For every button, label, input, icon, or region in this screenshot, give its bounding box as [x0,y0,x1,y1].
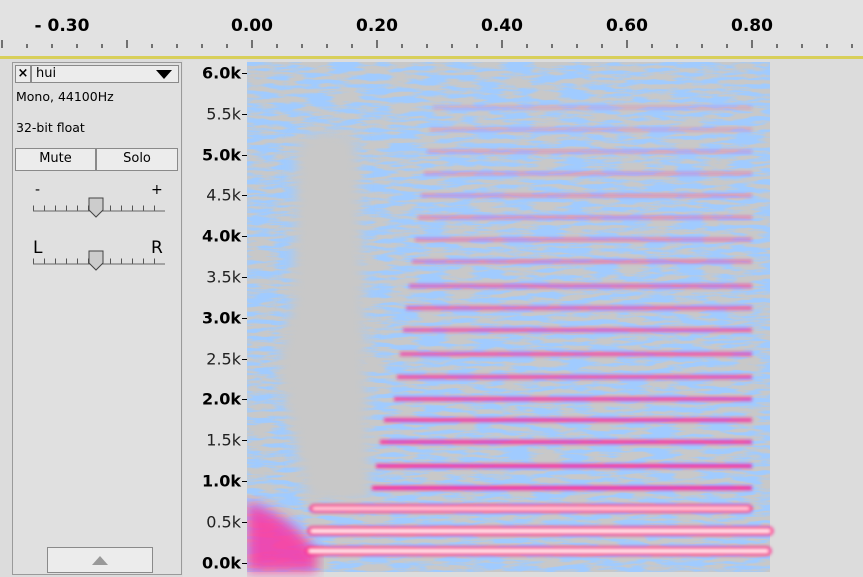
harmonic-band [394,397,752,401]
harmonic-band [397,375,752,379]
time-label: - 0.30 [34,16,90,36]
gain-slider-thumb[interactable] [88,197,104,218]
harmonic-band [412,260,752,263]
frequency-label: 2.5k [206,349,241,369]
frequency-label: 6.0k [202,63,241,83]
harmonic-band [427,150,752,153]
frequency-label: 1.0k [202,471,241,491]
frequency-tick [242,317,247,319]
track-name-menu[interactable]: hui [31,65,179,83]
sliders: - + L R [33,182,165,271]
time-label: 0.00 [231,16,273,36]
harmonic-band [403,328,752,332]
harmonic-band [415,238,752,241]
frequency-tick [242,277,247,278]
harmonic-band [406,306,752,310]
harmonic-band [409,284,752,288]
frequency-tick [242,440,247,442]
frequency-tick [242,521,247,523]
pan-left-label: L [33,238,43,258]
harmonic-band [430,128,752,131]
harmonic-band [421,194,752,197]
time-label: 0.60 [606,16,648,36]
frequency-label: 3.5k [206,267,241,287]
time-label: 0.40 [481,16,523,36]
track-bit-depth: 32-bit float [16,120,85,135]
solo-button[interactable]: Solo [96,148,178,171]
harmonic-band [372,486,752,490]
frequency-tick [242,73,247,74]
mute-button[interactable]: Mute [15,148,96,171]
time-label: 0.20 [356,16,398,36]
frequency-label: 4.0k [202,226,241,246]
close-button[interactable]: × [15,65,31,83]
frequency-tick [242,562,247,564]
harmonic-band [380,440,752,444]
frequency-label: 0.0k [202,553,241,573]
harmonic-band [376,464,752,468]
frequency-tick [242,195,247,197]
track-format: Mono, 44100Hz [16,89,114,104]
ruler-ticks [1,40,853,48]
frequency-label: 4.5k [206,185,241,205]
track-name: hui [36,66,57,81]
harmonic-band [400,352,752,356]
frequency-label: 5.0k [202,145,241,165]
frequency-tick [242,113,247,115]
frequency-tick [242,358,247,360]
pan-right-label: R [151,238,163,258]
pan-slider-thumb[interactable] [88,250,104,271]
track-control-panel: × hui Mono, 44100Hz 32-bit float Mute So… [12,62,182,575]
frequency-tick [242,399,247,401]
frequency-label: 3.0k [202,308,241,328]
harmonic-band [424,172,752,175]
frequency-axis: 6.0k 5.5k 5.0k 4.5k 4.0k 3.5k 3.0k 2.5k 2.0k 1.5k… [183,60,247,577]
collapse-button[interactable] [47,547,153,573]
frequency-tick [242,154,247,156]
gain-min-label: - [35,182,40,198]
frequency-label: 2.0k [202,389,241,409]
frequency-tick [242,481,247,482]
harmonic-band [384,418,752,422]
gain-max-label: + [151,182,163,198]
frequency-label: 0.5k [206,512,241,532]
collapse-arrow [92,556,108,565]
dropdown-arrow [156,70,172,79]
timeline-ruler[interactable]: - 0.30 0.00 0.20 0.40 0.60 0.80 [0,0,863,59]
frequency-label: 1.5k [206,430,241,450]
frequency-tick [242,236,247,238]
time-label: 0.80 [731,16,773,36]
frequency-label: 5.5k [206,104,241,124]
spectrogram [247,62,863,577]
harmonic-band [418,216,752,219]
harmonic-band [433,106,752,109]
